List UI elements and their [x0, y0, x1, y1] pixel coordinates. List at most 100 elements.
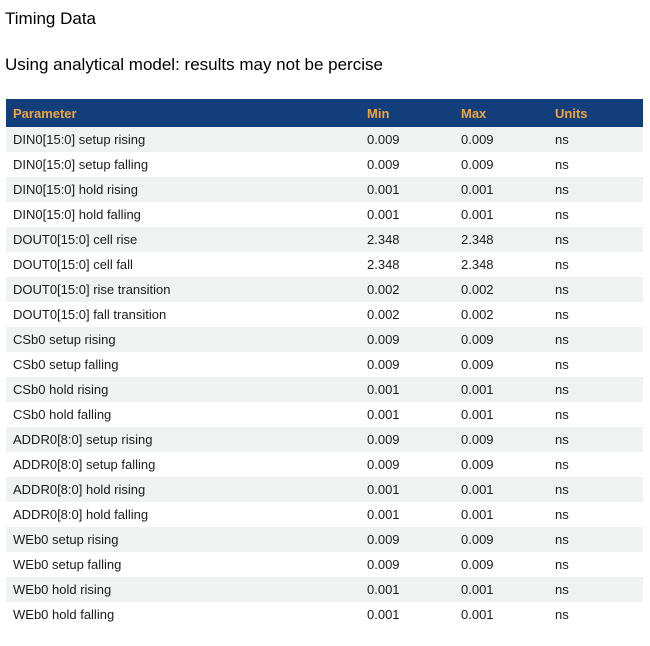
cell-units: ns: [555, 482, 569, 497]
cell-min: 0.009: [367, 432, 400, 447]
cell-units: ns: [555, 507, 569, 522]
cell-units: ns: [555, 307, 569, 322]
cell-parameter: DOUT0[15:0] cell rise: [13, 232, 138, 247]
table-row: CSb0 hold rising 0.001 0.001 ns: [6, 377, 643, 402]
cell-parameter: DOUT0[15:0] cell fall: [13, 257, 133, 272]
cell-min: 0.009: [367, 457, 400, 472]
cell-min: 0.009: [367, 557, 400, 572]
cell-max: 0.001: [461, 407, 494, 422]
cell-parameter: ADDR0[8:0] setup falling: [13, 457, 156, 472]
table-row: DOUT0[15:0] cell fall 2.348 2.348 ns: [6, 252, 643, 277]
cell-min: 0.001: [367, 582, 400, 597]
cell-max: 0.001: [461, 507, 494, 522]
cell-parameter: DIN0[15:0] setup falling: [13, 157, 149, 172]
cell-parameter: CSb0 hold rising: [13, 382, 109, 397]
page-subtitle: Using analytical model: results may not …: [5, 55, 383, 74]
table-header-row: Parameter Min Max Units: [6, 99, 643, 127]
table-row: CSb0 setup rising 0.009 0.009 ns: [6, 327, 643, 352]
cell-max: 0.009: [461, 157, 494, 172]
cell-max: 0.001: [461, 482, 494, 497]
table-row: WEb0 hold rising 0.001 0.001 ns: [6, 577, 643, 602]
cell-units: ns: [555, 607, 569, 622]
cell-units: ns: [555, 232, 569, 247]
cell-parameter: DOUT0[15:0] fall transition: [13, 307, 167, 322]
cell-max: 0.009: [461, 357, 494, 372]
cell-units: ns: [555, 407, 569, 422]
cell-parameter: DIN0[15:0] hold falling: [13, 207, 141, 222]
column-header-max: Max: [461, 99, 555, 127]
cell-max: 0.009: [461, 432, 494, 447]
cell-max: 0.001: [461, 207, 494, 222]
cell-max: 2.348: [461, 232, 494, 247]
cell-min: 0.001: [367, 382, 400, 397]
table-row: DOUT0[15:0] cell rise 2.348 2.348 ns: [6, 227, 643, 252]
table-row: ADDR0[8:0] hold rising 0.001 0.001 ns: [6, 477, 643, 502]
cell-parameter: DOUT0[15:0] rise transition: [13, 282, 171, 297]
cell-min: 0.001: [367, 507, 400, 522]
cell-max: 0.001: [461, 182, 494, 197]
table-row: ADDR0[8:0] setup rising 0.009 0.009 ns: [6, 427, 643, 452]
cell-min: 2.348: [367, 257, 400, 272]
cell-max: 0.009: [461, 557, 494, 572]
cell-max: 0.001: [461, 607, 494, 622]
cell-units: ns: [555, 132, 569, 147]
cell-parameter: CSb0 setup rising: [13, 332, 116, 347]
cell-units: ns: [555, 182, 569, 197]
cell-max: 0.009: [461, 532, 494, 547]
cell-min: 0.001: [367, 182, 400, 197]
page-title: Timing Data: [5, 9, 97, 28]
table-row: DOUT0[15:0] fall transition 0.002 0.002 ns: [6, 302, 643, 327]
cell-parameter: ADDR0[8:0] hold falling: [13, 507, 149, 522]
cell-units: ns: [555, 582, 569, 597]
table-row: DIN0[15:0] hold rising 0.001 0.001 ns: [6, 177, 643, 202]
cell-min: 0.009: [367, 157, 400, 172]
table-row: ADDR0[8:0] hold falling 0.001 0.001 ns: [6, 502, 643, 527]
cell-units: ns: [555, 332, 569, 347]
cell-min: 0.001: [367, 607, 400, 622]
cell-units: ns: [555, 457, 569, 472]
cell-max: 0.009: [461, 132, 494, 147]
cell-units: ns: [555, 557, 569, 572]
cell-max: 0.002: [461, 282, 494, 297]
table-row: WEb0 hold falling 0.001 0.001 ns: [6, 602, 643, 627]
cell-units: ns: [555, 157, 569, 172]
cell-min: 0.002: [367, 282, 400, 297]
table-row: DOUT0[15:0] rise transition 0.002 0.002 ns: [6, 277, 643, 302]
cell-max: 0.002: [461, 307, 494, 322]
cell-parameter: WEb0 setup rising: [13, 532, 119, 547]
cell-min: 0.002: [367, 307, 400, 322]
cell-parameter: WEb0 setup falling: [13, 557, 122, 572]
cell-max: 0.009: [461, 332, 494, 347]
table-row: CSb0 hold falling 0.001 0.001 ns: [6, 402, 643, 427]
cell-max: 0.009: [461, 457, 494, 472]
cell-min: 0.001: [367, 407, 400, 422]
cell-parameter: ADDR0[8:0] setup rising: [13, 432, 153, 447]
cell-parameter: CSb0 hold falling: [13, 407, 112, 422]
cell-min: 0.009: [367, 332, 400, 347]
timing-table: Parameter Min Max Units DIN0[15:0] setup…: [6, 99, 643, 627]
cell-units: ns: [555, 207, 569, 222]
cell-units: ns: [555, 357, 569, 372]
table-row: DIN0[15:0] setup rising 0.009 0.009 ns: [6, 127, 643, 152]
timing-table-body: DIN0[15:0] setup rising 0.009 0.009 ns DIN0[…: [6, 127, 643, 627]
cell-min: 0.001: [367, 482, 400, 497]
table-row: ADDR0[8:0] setup falling 0.009 0.009 ns: [6, 452, 643, 477]
cell-min: 0.009: [367, 357, 400, 372]
cell-units: ns: [555, 532, 569, 547]
column-header-units: Units: [555, 99, 643, 127]
cell-units: ns: [555, 257, 569, 272]
table-row: CSb0 setup falling 0.009 0.009 ns: [6, 352, 643, 377]
cell-parameter: WEb0 hold falling: [13, 607, 115, 622]
cell-parameter: CSb0 setup falling: [13, 357, 119, 372]
cell-units: ns: [555, 382, 569, 397]
table-row: DIN0[15:0] hold falling 0.001 0.001 ns: [6, 202, 643, 227]
table-row: WEb0 setup rising 0.009 0.009 ns: [6, 527, 643, 552]
cell-parameter: WEb0 hold rising: [13, 582, 112, 597]
cell-units: ns: [555, 432, 569, 447]
cell-min: 0.001: [367, 207, 400, 222]
column-header-min: Min: [367, 99, 461, 127]
cell-units: ns: [555, 282, 569, 297]
cell-parameter: ADDR0[8:0] hold rising: [13, 482, 146, 497]
cell-parameter: DIN0[15:0] hold rising: [13, 182, 139, 197]
